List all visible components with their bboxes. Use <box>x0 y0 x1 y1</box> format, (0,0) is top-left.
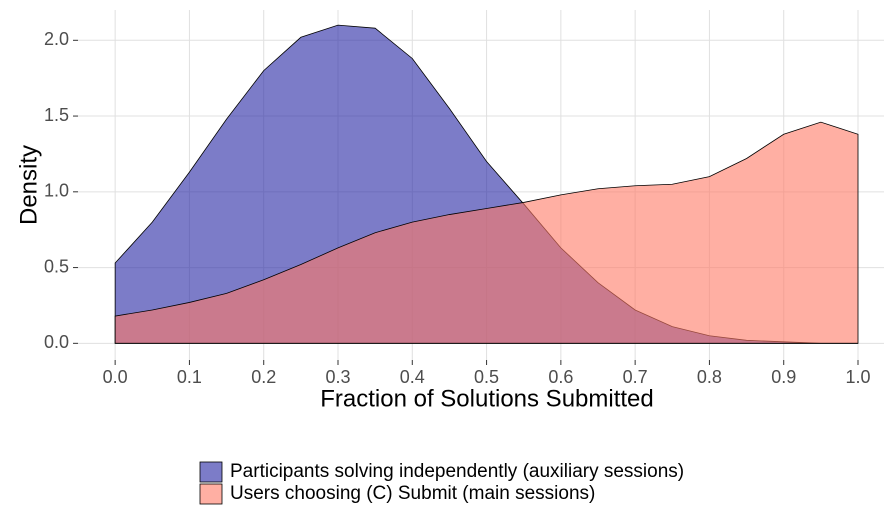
x-axis-title: Fraction of Solutions Submitted <box>320 385 654 412</box>
y-tick-label: 2.0 <box>44 29 69 49</box>
legend-key <box>199 461 223 483</box>
x-tick-label: 0.6 <box>548 367 573 387</box>
legend-label: Participants solving independently (auxi… <box>230 461 684 482</box>
x-tick-label: 0.7 <box>623 367 648 387</box>
x-tick-label: 0.5 <box>474 367 499 387</box>
x-tick-label: 0.4 <box>400 367 425 387</box>
x-tick-label: 0.9 <box>771 367 796 387</box>
x-tick-label: 1.0 <box>845 367 870 387</box>
x-tick-label: 0.8 <box>697 367 722 387</box>
y-tick-label: 1.5 <box>44 105 69 125</box>
legend-key <box>199 483 223 505</box>
y-tick-label: 0.5 <box>44 256 69 276</box>
x-tick-label: 0.0 <box>103 367 128 387</box>
legend-label: Users choosing (C) Submit (main sessions… <box>230 483 595 504</box>
x-tick-label: 0.1 <box>177 367 202 387</box>
y-axis-title: Density <box>15 145 42 225</box>
x-tick-label: 0.2 <box>251 367 276 387</box>
y-tick-label: 0.0 <box>44 332 69 352</box>
density-area <box>114 121 859 344</box>
x-tick-label: 0.3 <box>325 367 350 387</box>
y-tick-label: 1.0 <box>44 181 69 201</box>
